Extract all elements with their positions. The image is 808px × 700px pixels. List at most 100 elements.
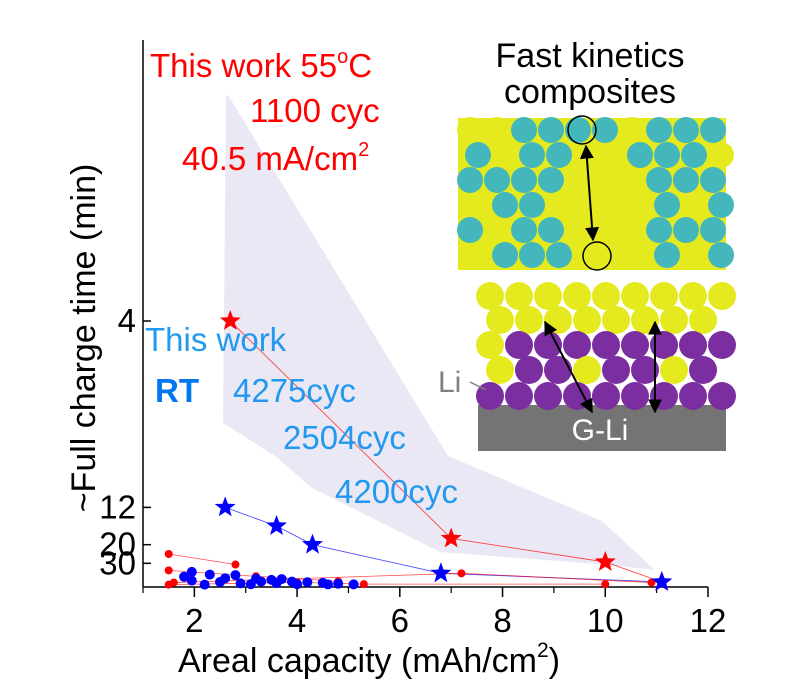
- composite-particle: [538, 217, 564, 243]
- dot-marker-literature-red: [647, 578, 656, 587]
- g-li-particle: [573, 356, 601, 384]
- dot-marker-literature-blue: [204, 569, 215, 580]
- composite-particle: [600, 242, 626, 268]
- g-li-base: [478, 405, 726, 451]
- diffusion-arrow-bottom-1: [544, 320, 593, 414]
- series-line-this-work-55C: [229, 320, 662, 583]
- g-li-particle: [708, 331, 736, 359]
- dot-marker-literature-red: [231, 560, 240, 569]
- annotation-rt-cycles-2: 2504cyc: [283, 419, 406, 456]
- dot-marker-literature-blue: [179, 571, 190, 582]
- composite-particle: [627, 142, 653, 168]
- g-li-particle: [592, 331, 620, 359]
- dot-marker-literature-blue: [186, 575, 197, 586]
- composite-particle: [708, 242, 734, 268]
- composite-particle: [708, 142, 734, 168]
- dot-marker-literature-red: [164, 550, 173, 558]
- x-tick-label: 8: [493, 602, 511, 639]
- dot-marker-literature-blue: [302, 577, 313, 588]
- g-li-label: G-Li: [572, 414, 629, 447]
- g-li-particle: [476, 382, 504, 410]
- composite-particle: [619, 117, 645, 143]
- dot-marker-literature-blue: [256, 576, 267, 587]
- composite-particle: [700, 217, 726, 243]
- g-li-particle: [476, 331, 504, 359]
- composite-particle: [592, 167, 618, 193]
- annotation-rt-cycles-1: 4275cyc: [233, 372, 356, 409]
- composite-particle: [519, 142, 545, 168]
- x-tick-label: 10: [587, 602, 624, 639]
- star-marker: [440, 527, 462, 548]
- star-marker: [219, 310, 241, 330]
- composite-particle: [646, 117, 672, 143]
- composite-particle: [484, 217, 510, 243]
- g-li-particle: [621, 282, 649, 310]
- top-particle-outline-2: [582, 241, 612, 271]
- composite-particle: [519, 242, 545, 268]
- y-tick-label: 20: [99, 526, 136, 563]
- composite-particle: [492, 242, 518, 268]
- g-li-particle: [573, 306, 601, 334]
- inset-title-line1: Fast kinetics: [496, 37, 685, 75]
- composite-particle: [627, 192, 653, 218]
- composite-particle: [546, 242, 572, 268]
- composite-particle: [600, 192, 626, 218]
- composite-particle: [673, 117, 699, 143]
- g-li-panel: G-Li Li: [438, 282, 736, 451]
- composite-particle: [492, 192, 518, 218]
- annotation-55c-line1: This work 55oC: [150, 46, 372, 84]
- composite-particle: [538, 117, 564, 143]
- dot-marker-literature-blue: [333, 578, 344, 589]
- annotation-this-work-55c: This work 55oC 1100 cyc 40.5 mA/cm2: [150, 46, 380, 177]
- composite-particle: [573, 242, 599, 268]
- composite-particle: [465, 192, 491, 218]
- g-li-particle: [679, 382, 707, 410]
- y-tick-label: 30: [99, 544, 136, 581]
- y-axis-label: ~Full charge time (min): [65, 164, 103, 513]
- star-marker: [594, 551, 616, 571]
- composite-particle: [565, 117, 591, 143]
- composite-particle: [654, 142, 680, 168]
- g-li-particle: [505, 331, 533, 359]
- g-li-particle: [602, 356, 630, 384]
- g-li-particle: [534, 382, 562, 410]
- g-li-particle: [708, 382, 736, 410]
- g-li-particle: [515, 356, 543, 384]
- dot-marker-literature-red: [601, 580, 610, 589]
- annotation-this-work-rt: This work RT 4275cyc 2504cyc 4200cyc: [145, 321, 458, 510]
- composite-particle: [565, 217, 591, 243]
- g-li-particle: [544, 356, 572, 384]
- composite-particle: [457, 217, 483, 243]
- x-axis-label: Areal capacity (mAh/cm2): [178, 639, 560, 680]
- diffusion-arrow-top: [579, 144, 600, 242]
- inset-schematic: Fast kinetics composites G-Li Li: [438, 37, 736, 451]
- composite-particle: [538, 167, 564, 193]
- x-tick-label: 2: [185, 602, 203, 639]
- y-tick-label: 12: [99, 488, 136, 525]
- g-li-particle: [563, 282, 591, 310]
- g-li-particle: [476, 282, 504, 310]
- dot-marker-literature-blue: [348, 579, 359, 590]
- g-li-particle: [534, 282, 562, 310]
- g-li-particle: [660, 306, 688, 334]
- composite-particle: [519, 192, 545, 218]
- g-li-particle: [563, 382, 591, 410]
- composite-particle: [546, 192, 572, 218]
- dot-marker-literature-blue: [235, 578, 246, 589]
- composite-particle: [708, 192, 734, 218]
- composite-particle: [700, 167, 726, 193]
- g-li-particle: [486, 306, 514, 334]
- g-li-particle: [592, 282, 620, 310]
- star-marker: [214, 496, 236, 517]
- composite-particle: [457, 117, 483, 143]
- composite-particle: [511, 217, 537, 243]
- composite-particle: [484, 167, 510, 193]
- composite-particle: [511, 117, 537, 143]
- composite-particle: [681, 192, 707, 218]
- dot-marker-literature-blue: [230, 570, 241, 581]
- composite-particle: [592, 217, 618, 243]
- composite-particle: [600, 142, 626, 168]
- dot-marker-literature-red: [457, 569, 466, 578]
- star-marker: [302, 533, 323, 554]
- composite-particle: [627, 242, 653, 268]
